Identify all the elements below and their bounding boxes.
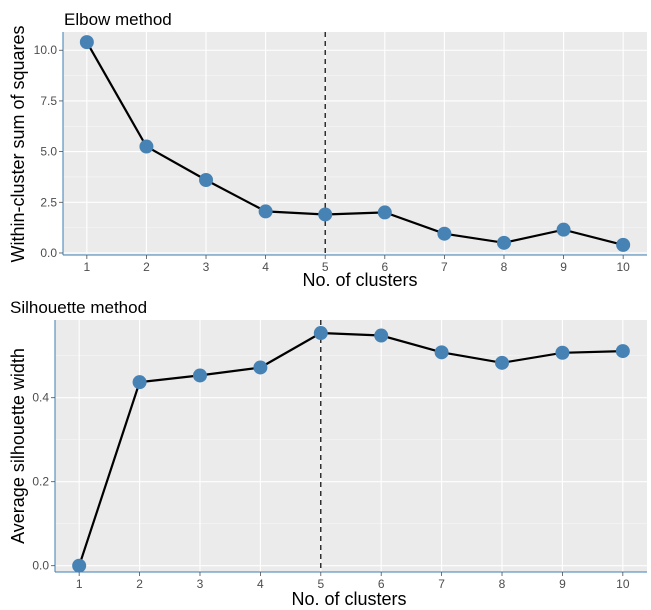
silhouette-series-line bbox=[78, 331, 623, 567]
elbow-x-tick-label: 9 bbox=[560, 260, 567, 274]
silhouette-data-point bbox=[72, 558, 87, 573]
elbow-data-point bbox=[496, 235, 511, 250]
silhouette-x-tick-label: 4 bbox=[257, 577, 264, 591]
elbow-data-point bbox=[79, 35, 94, 50]
silhouette-axis-ticks: 1 2 3 4 5 6 7 8 9 10 0.0 0.2 0.4 bbox=[32, 391, 630, 591]
silhouette-x-tick-label: 3 bbox=[197, 577, 204, 591]
elbow-x-tick-label: 8 bbox=[501, 260, 508, 274]
elbow-y-tick-label: 0.0 bbox=[40, 246, 57, 260]
silhouette-x-tick-label: 10 bbox=[616, 577, 630, 591]
elbow-series-line bbox=[85, 41, 624, 246]
silhouette-x-tick-label: 2 bbox=[136, 577, 143, 591]
elbow-x-tick-label: 7 bbox=[441, 260, 448, 274]
silhouette-chart-title: Silhouette method bbox=[10, 298, 147, 317]
elbow-data-point bbox=[199, 172, 214, 187]
silhouette-data-point bbox=[495, 355, 510, 370]
elbow-data-point bbox=[318, 207, 333, 222]
elbow-x-tick-label: 1 bbox=[83, 260, 90, 274]
elbow-data-point bbox=[437, 226, 452, 241]
elbow-x-axis-title: No. of clusters bbox=[302, 270, 417, 290]
elbow-y-axis-title: Within-cluster sum of squares bbox=[8, 25, 28, 262]
elbow-data-point bbox=[556, 222, 571, 237]
elbow-y-tick-label: 10.0 bbox=[34, 43, 58, 57]
elbow-x-tick-label: 5 bbox=[322, 260, 329, 274]
silhouette-y-tick-label: 0.2 bbox=[32, 475, 49, 489]
silhouette-data-point bbox=[434, 345, 449, 360]
elbow-y-tick-label: 2.5 bbox=[40, 195, 57, 209]
silhouette-x-tick-label: 5 bbox=[317, 577, 324, 591]
silhouette-data-point bbox=[615, 344, 630, 359]
silhouette-x-tick-label: 9 bbox=[559, 577, 566, 591]
elbow-axis-ticks: 1 2 3 4 5 6 7 8 9 10 0.0 2.5 5.0 7.5 10.0 bbox=[34, 43, 631, 274]
elbow-x-tick-label: 3 bbox=[203, 260, 210, 274]
elbow-x-tick-label: 10 bbox=[616, 260, 630, 274]
silhouette-data-point bbox=[313, 326, 328, 341]
silhouette-x-tick-label: 8 bbox=[499, 577, 506, 591]
silhouette-data-point bbox=[132, 375, 147, 390]
silhouette-chart: Silhouette method 1 2 3 4 5 6 7 8 9 10 0.0 0.2 0.4 N… bbox=[8, 298, 647, 609]
elbow-plot-panel bbox=[63, 32, 647, 255]
silhouette-x-tick-label: 7 bbox=[438, 577, 445, 591]
elbow-y-tick-label: 7.5 bbox=[40, 94, 57, 108]
silhouette-x-tick-label: 6 bbox=[378, 577, 385, 591]
elbow-chart-title: Elbow method bbox=[64, 10, 172, 29]
elbow-data-point bbox=[139, 139, 154, 154]
silhouette-plot-panel bbox=[55, 320, 647, 572]
silhouette-points bbox=[72, 326, 630, 573]
silhouette-x-axis-title: No. of clusters bbox=[291, 589, 406, 609]
elbow-data-point bbox=[258, 204, 273, 219]
silhouette-data-point bbox=[253, 360, 268, 375]
silhouette-y-axis-title: Average silhouette width bbox=[8, 348, 28, 544]
silhouette-data-point bbox=[192, 368, 207, 383]
elbow-data-point bbox=[377, 205, 392, 220]
silhouette-x-tick-label: 1 bbox=[76, 577, 83, 591]
elbow-chart: Elbow method 1 2 3 4 5 6 7 8 9 10 0.0 2.5 5.0 7.5 10.0… bbox=[8, 10, 647, 290]
silhouette-y-tick-label: 0.4 bbox=[32, 391, 49, 405]
elbow-y-tick-label: 5.0 bbox=[40, 145, 57, 159]
silhouette-y-tick-label: 0.0 bbox=[32, 559, 49, 573]
elbow-x-tick-label: 2 bbox=[143, 260, 150, 274]
silhouette-data-point bbox=[374, 328, 389, 343]
elbow-points bbox=[79, 35, 631, 252]
elbow-x-tick-label: 6 bbox=[381, 260, 388, 274]
elbow-x-tick-label: 4 bbox=[262, 260, 269, 274]
silhouette-data-point bbox=[555, 345, 570, 360]
elbow-data-point bbox=[616, 237, 631, 252]
